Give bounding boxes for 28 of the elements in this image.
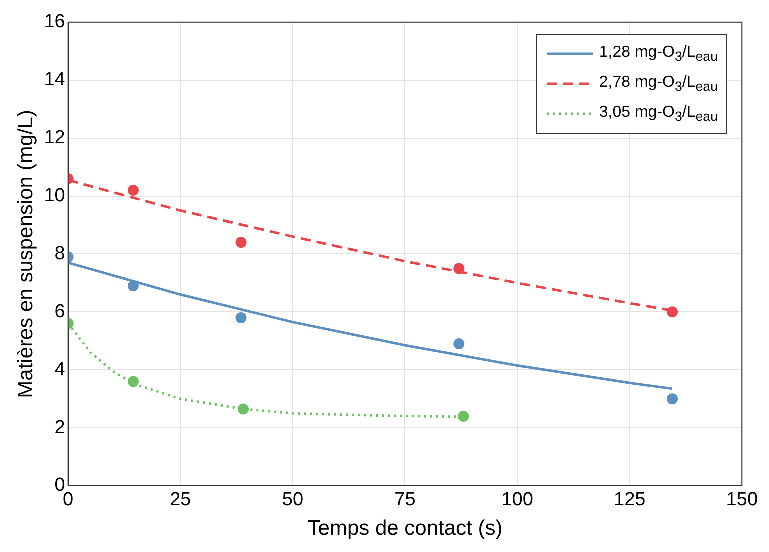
y-tick-label: 14 <box>44 70 66 91</box>
legend-label: 3,05 mg-O$_{3}$/L$_{eau}$ <box>599 104 718 124</box>
x-tick-label: 75 <box>394 490 416 511</box>
x-tick-label: 50 <box>282 490 304 511</box>
y-tick-label: 2 <box>54 417 66 438</box>
point <box>236 237 247 248</box>
legend-label: 2,78 mg-O$_{3}$/L$_{eau}$ <box>599 74 718 94</box>
y-tick-label: 12 <box>44 128 66 149</box>
y-tick-label: 4 <box>54 359 66 380</box>
point <box>667 394 678 405</box>
y-tick-label: 8 <box>54 243 66 264</box>
y-tick-label: 0 <box>54 475 66 496</box>
point <box>236 312 247 324</box>
legend-label: 1,28 mg-O$_{3}$/L$_{eau}$ <box>599 44 718 64</box>
y-tick-label: 16 <box>44 12 66 33</box>
point <box>128 184 139 196</box>
x-tick-label: 150 <box>726 490 758 511</box>
x-tick-label: 25 <box>170 490 192 511</box>
x-tick-label: 125 <box>614 490 646 511</box>
y-axis-title: Matières en suspension (mg/L) <box>14 110 38 398</box>
point <box>238 404 250 415</box>
point <box>458 410 470 422</box>
x-axis-title: Temps de contact (s) <box>308 517 503 540</box>
y-tick-label: 10 <box>44 185 66 206</box>
y-tick-label: 6 <box>54 301 66 322</box>
point <box>454 338 465 350</box>
x-tick-label: 100 <box>502 490 534 511</box>
point <box>128 376 139 388</box>
